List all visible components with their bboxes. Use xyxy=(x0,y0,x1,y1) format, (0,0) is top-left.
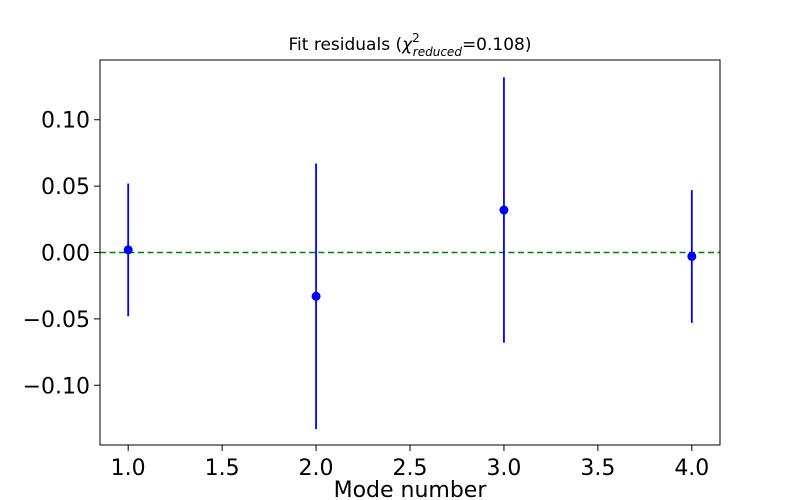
chart-title-prefix: Fit residuals ( xyxy=(289,35,403,55)
x-tick-label: 4.0 xyxy=(674,456,709,481)
chart-title-suffix: =0.108) xyxy=(462,35,532,55)
y-axis: −0.10 −0.05 0.00 0.05 0.10 xyxy=(23,109,100,399)
data-point xyxy=(499,205,509,215)
data-point xyxy=(687,251,697,261)
y-tick-label: 0.00 xyxy=(41,242,90,267)
x-tick-label: 1.5 xyxy=(205,456,240,481)
x-tick-label: 2.5 xyxy=(393,456,428,481)
x-tick-label: 1.0 xyxy=(111,456,146,481)
y-tick-label: 0.10 xyxy=(41,109,90,134)
x-axis: 1.0 1.5 2.0 2.5 3.0 3.5 4.0 xyxy=(111,445,709,481)
x-axis-label: Mode number xyxy=(334,478,488,500)
y-tick-label: −0.10 xyxy=(23,374,90,399)
data-point xyxy=(123,245,133,255)
x-tick-label: 3.5 xyxy=(580,456,615,481)
x-tick-label: 3.0 xyxy=(486,456,521,481)
chart-title-subscript: reduced xyxy=(413,45,463,59)
data-point xyxy=(311,291,321,301)
chart-title-superscript: 2 xyxy=(412,31,420,45)
chart-title-symbol: χ xyxy=(401,35,413,55)
y-tick-label: 0.05 xyxy=(41,175,90,200)
plot-content xyxy=(100,77,720,430)
x-tick-label: 2.0 xyxy=(299,456,334,481)
chart-title: Fit residuals (χ2 reduced=0.108) xyxy=(289,31,532,59)
y-tick-label: −0.05 xyxy=(23,308,90,333)
